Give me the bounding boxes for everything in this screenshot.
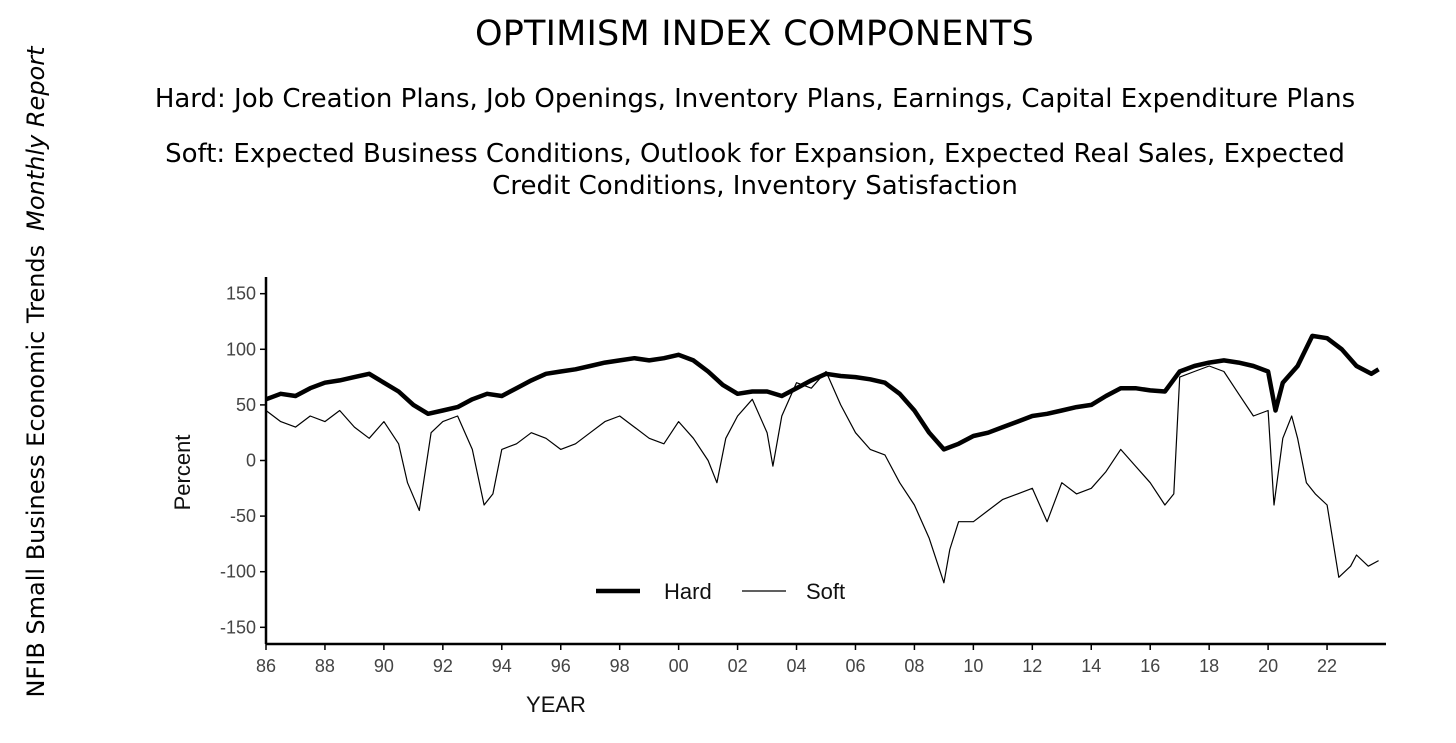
y-tick-label: -150 <box>220 617 256 637</box>
x-ticks: 86 88 90 92 94 96 98 00 02 04 06 08 10 12 14 16 18 20 22 <box>256 644 1337 676</box>
chart-subtitle-hard: Hard: Job Creation Plans, Job Openings, … <box>154 84 1356 114</box>
y-axis-label: Percent <box>170 435 195 511</box>
x-tick-label: 22 <box>1317 656 1337 676</box>
x-tick-label: 18 <box>1199 656 1219 676</box>
x-tick-label: 14 <box>1081 656 1101 676</box>
y-tick-label: -100 <box>220 562 256 582</box>
x-tick-label: 90 <box>374 656 394 676</box>
y-tick-label: 100 <box>226 339 256 359</box>
x-tick-label: 96 <box>551 656 571 676</box>
x-tick-label: 06 <box>845 656 865 676</box>
x-tick-label: 12 <box>1022 656 1042 676</box>
y-tick-label: 0 <box>246 451 256 471</box>
x-axis-label: YEAR <box>526 692 586 717</box>
chart-legend: Hard Soft <box>596 579 845 604</box>
x-tick-label: 88 <box>315 656 335 676</box>
x-tick-label: 92 <box>433 656 453 676</box>
y-tick-label: -50 <box>230 506 256 526</box>
y-tick-label: 150 <box>226 284 256 304</box>
legend-label-hard: Hard <box>664 579 712 604</box>
series-line-soft <box>265 365 1379 584</box>
x-tick-label: 02 <box>728 656 748 676</box>
x-tick-label: 98 <box>610 656 630 676</box>
x-tick-label: 16 <box>1140 656 1160 676</box>
chart-series <box>265 333 1380 584</box>
x-tick-label: 94 <box>492 656 512 676</box>
x-tick-label: 00 <box>669 656 689 676</box>
chart-subtitle-soft: Soft: Expected Business Conditions, Outl… <box>165 139 1345 201</box>
legend-label-soft: Soft <box>806 579 845 604</box>
x-tick-label: 20 <box>1258 656 1278 676</box>
x-tick-label: 08 <box>904 656 924 676</box>
y-tick-label: 50 <box>236 395 256 415</box>
x-tick-label: 86 <box>256 656 276 676</box>
x-tick-label: 10 <box>963 656 983 676</box>
chart-title: OPTIMISM INDEX COMPONENTS <box>474 14 1034 54</box>
series-line-hard <box>265 333 1380 452</box>
x-tick-label: 04 <box>787 656 807 676</box>
y-ticks: 150 100 50 0 -50 -100 -150 <box>220 284 266 637</box>
